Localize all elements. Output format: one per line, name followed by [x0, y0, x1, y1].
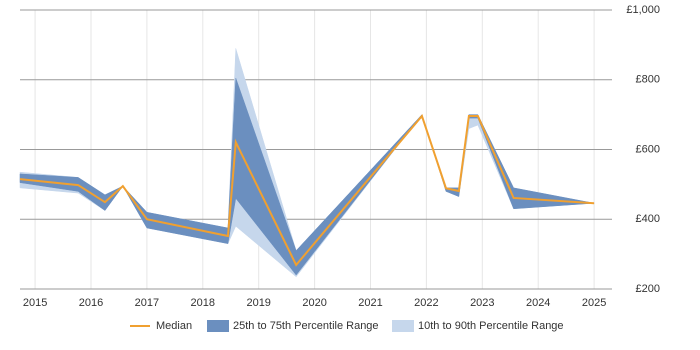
y-tick-label: £1,000: [626, 4, 660, 16]
percentile-band: [19, 77, 595, 276]
x-tick-label: 2025: [582, 297, 606, 309]
y-tick-label: £200: [636, 283, 660, 295]
median-line: [19, 114, 595, 267]
y-tick-label: £400: [636, 213, 660, 225]
x-tick-label: 2019: [246, 297, 270, 309]
x-tick-label: 2018: [191, 297, 215, 309]
x-tick-label: 2022: [414, 297, 438, 309]
legend-swatch: [207, 320, 229, 332]
legend-label: 25th to 75th Percentile Range: [233, 320, 379, 332]
legend-swatch: [392, 320, 414, 332]
y-tick-label: £800: [636, 74, 660, 86]
x-tick-label: 2016: [79, 297, 103, 309]
x-tick-label: 2023: [470, 297, 494, 309]
x-tick-label: 2015: [23, 297, 47, 309]
x-tick-label: 2017: [135, 297, 159, 309]
x-tick-label: 2024: [526, 297, 550, 309]
y-tick-label: £600: [636, 143, 660, 155]
legend-label: Median: [156, 320, 192, 332]
legend-label: 10th to 90th Percentile Range: [418, 320, 564, 332]
x-tick-label: 2020: [302, 297, 326, 309]
x-tick-label: 2021: [358, 297, 382, 309]
